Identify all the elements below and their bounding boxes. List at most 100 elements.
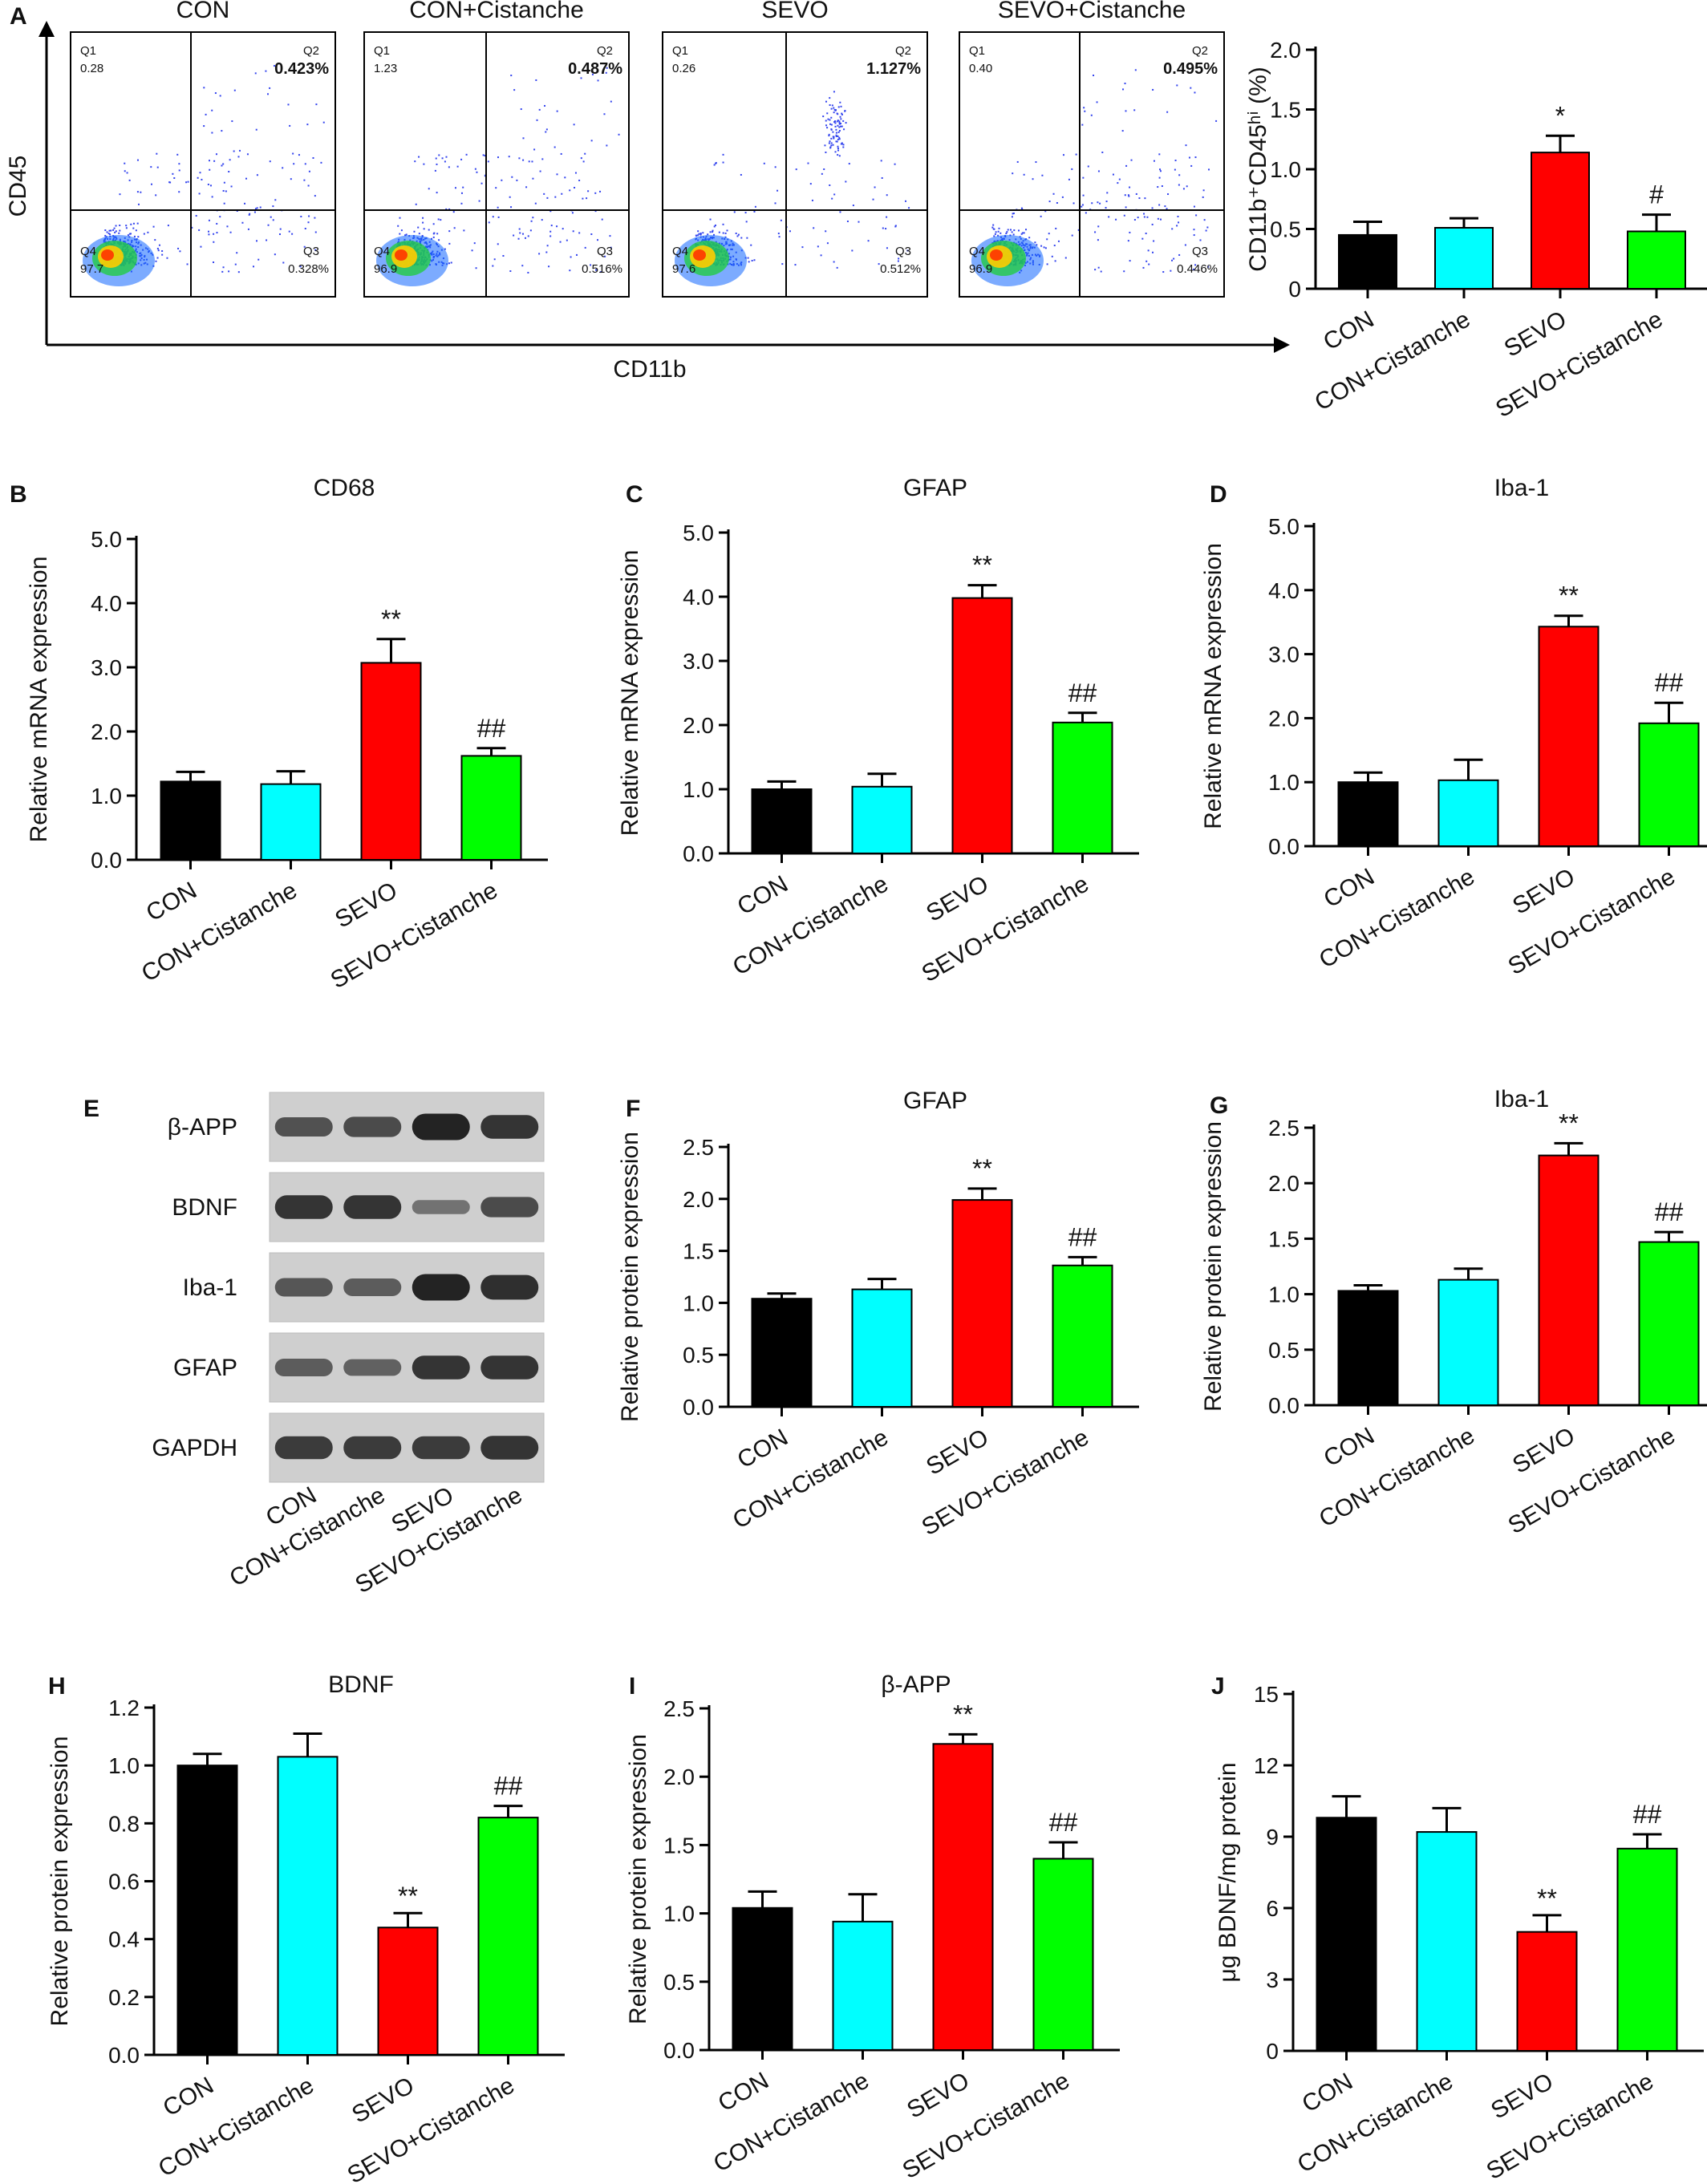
flow-dot	[736, 235, 739, 237]
y-axis-label: Relative protein expression	[1200, 1121, 1227, 1412]
flow-dot	[1143, 216, 1145, 218]
flow-dot	[1144, 197, 1146, 200]
flow-dot	[556, 110, 558, 112]
flow-dot	[1118, 178, 1121, 180]
flow-dot	[456, 165, 459, 168]
significance-mark: ##	[1068, 1222, 1097, 1251]
flow-dot	[256, 207, 258, 209]
flow-dot	[833, 91, 835, 93]
chart-title: Iba-1	[1494, 1086, 1549, 1112]
y-tick-label: 0.4	[108, 1927, 140, 1952]
bar-con-cistanche	[260, 783, 322, 861]
flow-dot	[763, 162, 765, 164]
flow-dot	[809, 183, 812, 185]
flow-dot	[156, 257, 159, 259]
flow-dot	[110, 229, 112, 232]
flow-dot	[154, 239, 156, 241]
flow-dot	[1011, 231, 1013, 233]
flow-dot	[992, 228, 995, 230]
flow-dot	[529, 229, 532, 232]
flow-dot	[274, 253, 276, 256]
flow-dot	[1121, 130, 1124, 132]
flow-dot	[1190, 87, 1192, 89]
significance-mark: **	[1559, 1108, 1579, 1137]
flow-dot	[836, 120, 838, 123]
flow-dot	[287, 103, 290, 106]
flow-dot	[128, 179, 131, 181]
flow-dot	[590, 140, 593, 142]
flow-dot	[825, 151, 827, 153]
flow-dot	[197, 176, 199, 179]
flow-dot	[1108, 216, 1110, 218]
flow-dot	[513, 89, 516, 91]
flow-dot	[536, 119, 538, 121]
bar-con	[160, 780, 221, 861]
quadrant-label: Q3	[1192, 245, 1208, 258]
flow-dot	[828, 133, 830, 136]
flow-dot	[1012, 213, 1014, 215]
panel-letter: G	[1210, 1092, 1228, 1119]
flow-dot	[1028, 237, 1031, 239]
flow-dot	[848, 163, 850, 165]
flow-dot	[1081, 205, 1083, 208]
quadrant-value-q2: 0.495%	[1163, 60, 1218, 78]
quadrant-value: 96.9	[969, 262, 992, 276]
flow-dot	[265, 70, 267, 72]
flow-dot	[414, 160, 416, 163]
flow-dot	[831, 104, 833, 107]
flow-dot	[270, 216, 272, 218]
panel-letter: B	[10, 481, 27, 508]
flow-dot	[845, 122, 847, 124]
flow-dot	[1093, 75, 1095, 77]
flow-dot	[1207, 265, 1210, 268]
flow-dot	[1071, 234, 1073, 237]
y-axis-label: Relative mRNA expression	[1200, 543, 1227, 829]
flow-dot	[1068, 178, 1070, 180]
x-tick-label: SEVO	[1508, 863, 1579, 919]
flow-dot	[549, 210, 552, 213]
flow-dot	[233, 150, 235, 152]
flow-dot	[1053, 245, 1056, 247]
significance-mark: #	[1649, 180, 1664, 209]
flow-dot	[291, 233, 294, 235]
flow-dot	[484, 155, 486, 157]
flow-dot	[497, 156, 499, 159]
flow-dot	[590, 264, 592, 266]
flow-dot	[199, 172, 201, 174]
western-blot-panel: Eβ-APPBDNFIba-1GFAPGAPDHCONCON+Cistanche…	[83, 1092, 545, 1598]
flow-dot	[1199, 239, 1202, 241]
bar-sevo	[377, 1927, 439, 2056]
x-tick-label: SEVO+Cistanche	[1491, 306, 1667, 423]
flow-dot	[838, 122, 841, 124]
flow-dot	[1007, 229, 1009, 231]
flow-dot	[187, 180, 189, 183]
flow-dot	[213, 241, 215, 243]
x-tick-label: SEVO+Cistanche	[918, 1424, 1093, 1541]
flow-dot	[474, 168, 476, 170]
bar-con	[1337, 781, 1399, 848]
bar-sevo	[951, 597, 1013, 854]
flow-dot	[1178, 174, 1181, 176]
flow-dot	[1125, 110, 1127, 112]
flow-dot	[1044, 247, 1047, 249]
flow-dot	[582, 197, 584, 200]
flow-dot	[104, 234, 107, 237]
flow-dot	[221, 270, 224, 273]
flow-dot	[1153, 240, 1155, 242]
y-tick-label: 1.2	[108, 1696, 140, 1720]
flow-dot	[282, 167, 284, 169]
flow-dot	[878, 263, 880, 265]
quadrant-value: 0.446%	[1177, 262, 1218, 276]
blot-band	[343, 1436, 402, 1460]
flow-dot	[115, 230, 117, 233]
bar-con-cistanche	[1437, 779, 1499, 848]
flow-dot	[597, 239, 599, 241]
band-label: GAPDH	[152, 1435, 237, 1461]
flow-dot	[1130, 159, 1133, 161]
flow-dot	[837, 148, 839, 150]
quadrant-value: 97.6	[672, 262, 695, 276]
flow-dot	[1174, 160, 1177, 162]
flow-dot	[1057, 240, 1060, 242]
flow-dot	[697, 230, 699, 233]
flow-plot-frame	[959, 31, 1225, 298]
